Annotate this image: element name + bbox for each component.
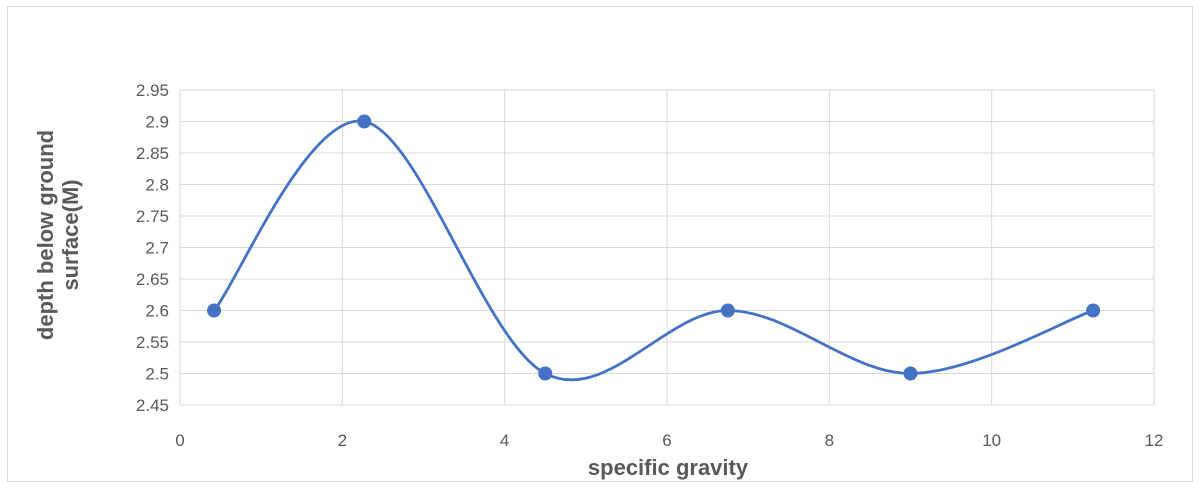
y-tick-label: 2.65 [136, 270, 169, 289]
y-tick-label: 2.95 [136, 81, 169, 100]
gridlines [179, 89, 1155, 406]
y-tick-label: 2.45 [136, 396, 169, 415]
y-tick-label: 2.55 [136, 333, 169, 352]
y-tick-label: 2.5 [145, 365, 169, 384]
x-tick-label: 10 [982, 431, 1001, 450]
x-tick-label: 6 [662, 431, 671, 450]
data-point [207, 303, 222, 318]
y-tick-label: 2.6 [145, 302, 169, 321]
y-tick-label: 2.75 [136, 207, 169, 226]
data-point [357, 114, 372, 129]
x-tick-label: 8 [825, 431, 834, 450]
y-tick-label: 2.85 [136, 144, 169, 163]
series-line [212, 120, 1095, 382]
y-tick-label: 2.7 [145, 239, 169, 258]
x-axis-title: specific gravity [588, 455, 749, 480]
y-axis-ticks: 2.45 2.5 2.55 2.6 2.65 2.7 2.75 2.8 2.85 2.9 2.95 [136, 81, 169, 415]
x-tick-label: 12 [1145, 431, 1164, 450]
x-axis-ticks: 0 2 4 6 8 10 12 [175, 431, 1163, 450]
data-point [538, 366, 553, 381]
y-axis-title-line-1: depth below ground [33, 130, 58, 340]
y-axis-title: depth below ground surface(M) [33, 130, 83, 340]
x-tick-label: 2 [338, 431, 347, 450]
x-tick-label: 4 [500, 431, 509, 450]
series-layer [207, 114, 1101, 382]
data-point [720, 303, 735, 318]
y-tick-label: 2.8 [145, 176, 169, 195]
chart-area [7, 6, 1193, 482]
y-tick-label: 2.9 [145, 113, 169, 132]
data-point [903, 366, 918, 381]
y-axis-title-line-2: surface(M) [58, 179, 83, 290]
data-point [1086, 303, 1101, 318]
x-tick-label: 0 [175, 431, 184, 450]
